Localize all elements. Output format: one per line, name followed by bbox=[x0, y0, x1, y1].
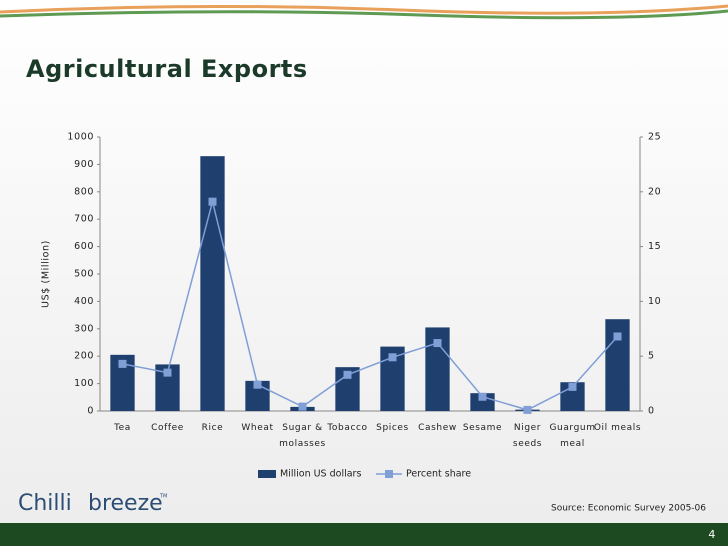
line-marker bbox=[253, 380, 262, 389]
legend-swatch bbox=[385, 470, 393, 478]
y-tick-label: 800 bbox=[74, 186, 94, 197]
line-marker bbox=[343, 370, 352, 379]
logo-right: breeze bbox=[88, 491, 163, 516]
line-marker bbox=[613, 332, 622, 341]
y-tick-label: 700 bbox=[74, 214, 94, 225]
x-tick-label: Coffee bbox=[151, 423, 184, 433]
y-tick-label: 300 bbox=[74, 323, 94, 334]
header-stripe bbox=[0, 4, 728, 15]
x-tick-label: Oil meals bbox=[593, 423, 642, 433]
x-tick-label: Niger seeds bbox=[512, 423, 543, 449]
x-tick-label: Wheat bbox=[241, 423, 274, 433]
legend-label: Percent share bbox=[406, 469, 471, 480]
line-marker bbox=[298, 402, 307, 411]
y2-tick-label: 25 bbox=[648, 132, 661, 143]
y2-tick-label: 20 bbox=[648, 186, 661, 197]
x-tick-label: Spices bbox=[376, 423, 409, 433]
bar bbox=[470, 393, 495, 411]
y2-tick-label: 0 bbox=[648, 406, 655, 417]
line-marker bbox=[163, 368, 172, 377]
y-tick-label: 900 bbox=[74, 159, 94, 170]
page-number: 4 bbox=[708, 528, 716, 541]
line-marker bbox=[523, 405, 532, 414]
y-tick-label: 600 bbox=[74, 241, 94, 252]
line-marker bbox=[118, 359, 127, 368]
x-tick-label: Rice bbox=[201, 423, 224, 433]
line-marker bbox=[208, 197, 217, 206]
bar bbox=[200, 156, 225, 411]
line-marker bbox=[478, 392, 487, 401]
y2-tick-label: 10 bbox=[648, 296, 661, 307]
y2-tick-label: 5 bbox=[648, 351, 655, 362]
x-tick-label: Tea bbox=[114, 423, 131, 433]
line bbox=[122, 201, 619, 411]
x-tick-label: Sesame bbox=[462, 423, 503, 433]
x-tick-label: Sugar & molasses bbox=[279, 423, 326, 449]
chart-title: Agricultural Exports bbox=[26, 55, 308, 83]
footer-bar bbox=[0, 523, 728, 546]
x-tick-label: Cashew bbox=[418, 423, 457, 433]
source: Source: Economic Survey 2005-06 bbox=[551, 504, 706, 514]
x-tick-label: Tobacco bbox=[327, 423, 368, 433]
y-tick-label: 100 bbox=[74, 378, 94, 389]
y2-tick-label: 15 bbox=[648, 241, 661, 252]
legend-swatch bbox=[258, 470, 276, 478]
line-marker bbox=[568, 382, 577, 391]
y-tick-label: 200 bbox=[74, 351, 94, 362]
y-tick-label: 400 bbox=[74, 296, 94, 307]
logo-left: Chilli bbox=[18, 491, 72, 516]
line-marker bbox=[388, 353, 397, 362]
line-marker bbox=[433, 339, 442, 348]
y-tick-label: 500 bbox=[74, 269, 94, 280]
header-stripe bbox=[0, 9, 728, 20]
x-tick-label: Guargum meal bbox=[549, 423, 596, 449]
y-tick-label: 0 bbox=[87, 406, 94, 417]
y-tick-label: 1000 bbox=[67, 132, 94, 143]
y-axis-title: US$ (Million) bbox=[41, 240, 52, 308]
legend-label: Million US dollars bbox=[280, 469, 361, 480]
logo-mark: TM bbox=[159, 494, 167, 500]
